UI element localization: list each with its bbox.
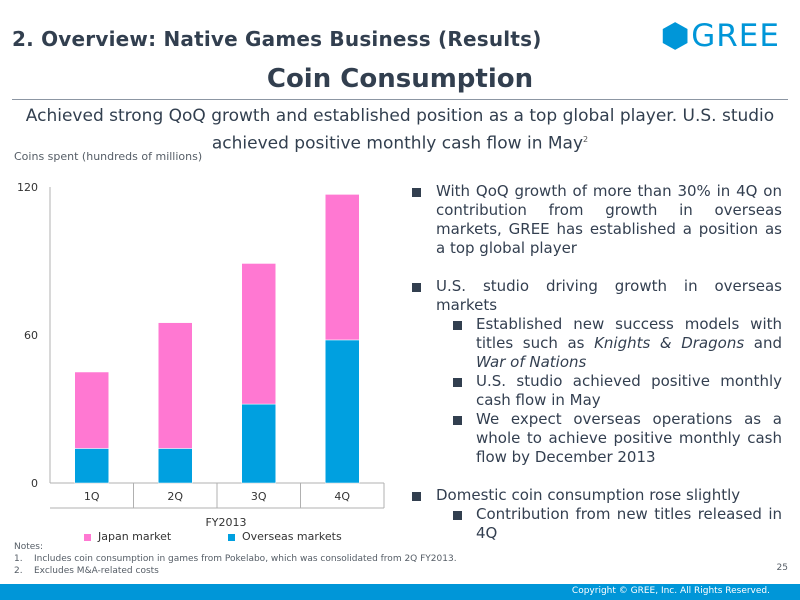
- y-tick-label-0: 0: [31, 477, 38, 490]
- bar-3q-japan-market: [241, 263, 276, 405]
- notes-heading: Notes:: [14, 542, 44, 552]
- section-title: 2. Overview: Native Games Business (Resu…: [12, 27, 542, 51]
- bar-2q-overseas-markets: [158, 448, 193, 484]
- bullet-group-us-studio: U.S. studio driving growth in overseas m…: [412, 277, 782, 467]
- note-1-number: 1.: [14, 554, 23, 564]
- title-knights-dragons: Knights & Dragons: [594, 334, 745, 352]
- note-2-number: 2.: [14, 566, 23, 576]
- bar-3q-overseas-markets: [241, 403, 276, 484]
- coin-consumption-chart: 0 60 120 1Q 2Q 3Q 4Q FY2013: [17, 181, 385, 529]
- x-tick-label-4q: 4Q: [334, 490, 350, 503]
- bar-4q-japan-market: [325, 194, 360, 341]
- bullet-domestic: Domestic coin consumption rose slightly: [412, 486, 782, 505]
- copyright-text: Copyright © GREE, Inc. All Rights Reserv…: [571, 586, 770, 596]
- bar-4q-overseas-markets: [325, 339, 360, 484]
- bar-1q-japan-market: [74, 371, 109, 449]
- hexagon-logo-icon: [662, 22, 688, 50]
- page-number: 25: [776, 563, 788, 573]
- sub-bullet-new-titles: Contribution from new titles released in…: [412, 505, 782, 543]
- note-2: 2. Excludes M&A-related costs: [14, 565, 457, 577]
- bullet-group-domestic: Domestic coin consumption rose slightly …: [412, 486, 782, 543]
- sub-bullet-success-models: Established new success models with titl…: [412, 315, 782, 372]
- footer-bar: Copyright © GREE, Inc. All Rights Reserv…: [0, 584, 800, 600]
- slide-subtitle: Achieved strong QoQ growth and establish…: [20, 105, 780, 156]
- legend-swatch-overseas-markets: [228, 534, 235, 541]
- slide-title: Coin Consumption: [266, 64, 534, 94]
- note-1-text: Includes coin consumption in games from …: [34, 554, 457, 564]
- sub-bullet-text-and: and: [744, 334, 782, 352]
- gree-logo: GREE: [662, 16, 780, 56]
- y-tick-label-60: 60: [24, 329, 38, 342]
- x-tick-label-2q: 2Q: [167, 490, 183, 503]
- legend-swatch-japan-market: [84, 534, 91, 541]
- sub-bullet-text: Established new success models with titl…: [476, 315, 782, 352]
- bullet-us-studio: U.S. studio driving growth in overseas m…: [412, 277, 782, 315]
- legend-label-japan-market: Japan market: [98, 530, 172, 543]
- bar-2q-japan-market: [158, 322, 193, 449]
- footnotes: Notes: 1. Includes coin consumption in ga…: [14, 541, 457, 577]
- title-divider: [12, 99, 788, 100]
- x-tick-label-1q: 1Q: [84, 490, 100, 503]
- subtitle-note-ref: 2: [583, 135, 589, 144]
- note-1: 1. Includes coin consumption in games fro…: [14, 553, 457, 565]
- chart-legend: Japan market Overseas markets: [80, 530, 400, 544]
- x-axis-title: FY2013: [205, 516, 246, 529]
- bullet-list: With QoQ growth of more than 30% in 4Q o…: [412, 182, 782, 543]
- sub-bullet-overseas-outlook: We expect overseas operations as a whole…: [412, 410, 782, 467]
- bullet-qoq-growth: With QoQ growth of more than 30% in 4Q o…: [412, 182, 782, 258]
- x-tick-label-3q: 3Q: [251, 490, 267, 503]
- legend-label-overseas-markets: Overseas markets: [242, 530, 342, 543]
- logo-text: GREE: [691, 18, 780, 54]
- note-2-text: Excludes M&A-related costs: [34, 566, 159, 576]
- y-tick-label-120: 120: [17, 181, 38, 194]
- subtitle-text: Achieved strong QoQ growth and establish…: [25, 106, 775, 154]
- bar-1q-overseas-markets: [74, 448, 109, 484]
- y-axis-title: Coins spent (hundreds of millions): [14, 150, 203, 163]
- sub-bullet-cash-flow-may: U.S. studio achieved positive monthly ca…: [412, 372, 782, 410]
- title-war-of-nations: War of Nations: [476, 353, 587, 371]
